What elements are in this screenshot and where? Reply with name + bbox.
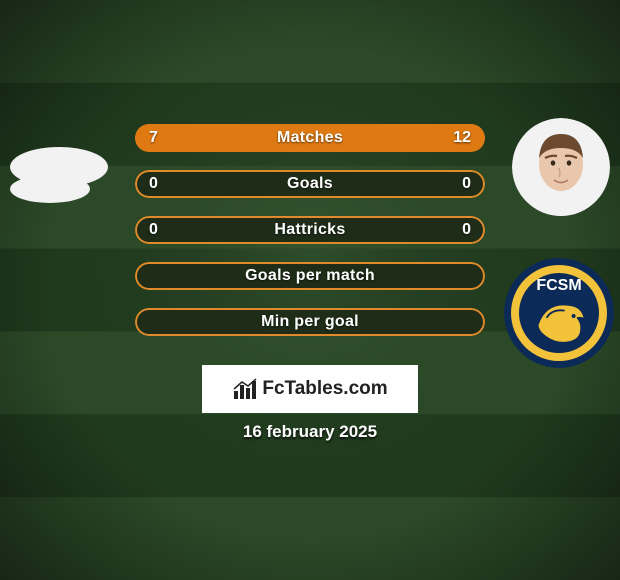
stat-rows: 712Matches 00Goals 00Hattricks Goals per ma…: [135, 124, 485, 354]
logo-icon: [232, 377, 260, 401]
stat-row: Min per goal: [135, 308, 485, 336]
stat-row: 00Goals: [135, 170, 485, 198]
logo-text: FcTables.com: [262, 378, 387, 400]
stat-label: Goals per match: [135, 267, 485, 285]
player-left-avatar-2: [10, 170, 90, 208]
player-right-avatar: [512, 118, 610, 216]
stat-label: Hattricks: [135, 221, 485, 239]
fctables-logo: FcTables.com: [202, 365, 418, 413]
stat-label: Min per goal: [135, 313, 485, 331]
stat-row: 712Matches: [135, 124, 485, 152]
stat-label: Goals: [135, 175, 485, 193]
stat-label: Matches: [135, 129, 485, 147]
stat-row: Goals per match: [135, 262, 485, 290]
date-text: 16 february 2025: [0, 422, 620, 442]
stat-row: 00Hattricks: [135, 216, 485, 244]
club-badge: FCSM: [504, 258, 614, 368]
svg-text:FCSM: FCSM: [536, 277, 581, 294]
